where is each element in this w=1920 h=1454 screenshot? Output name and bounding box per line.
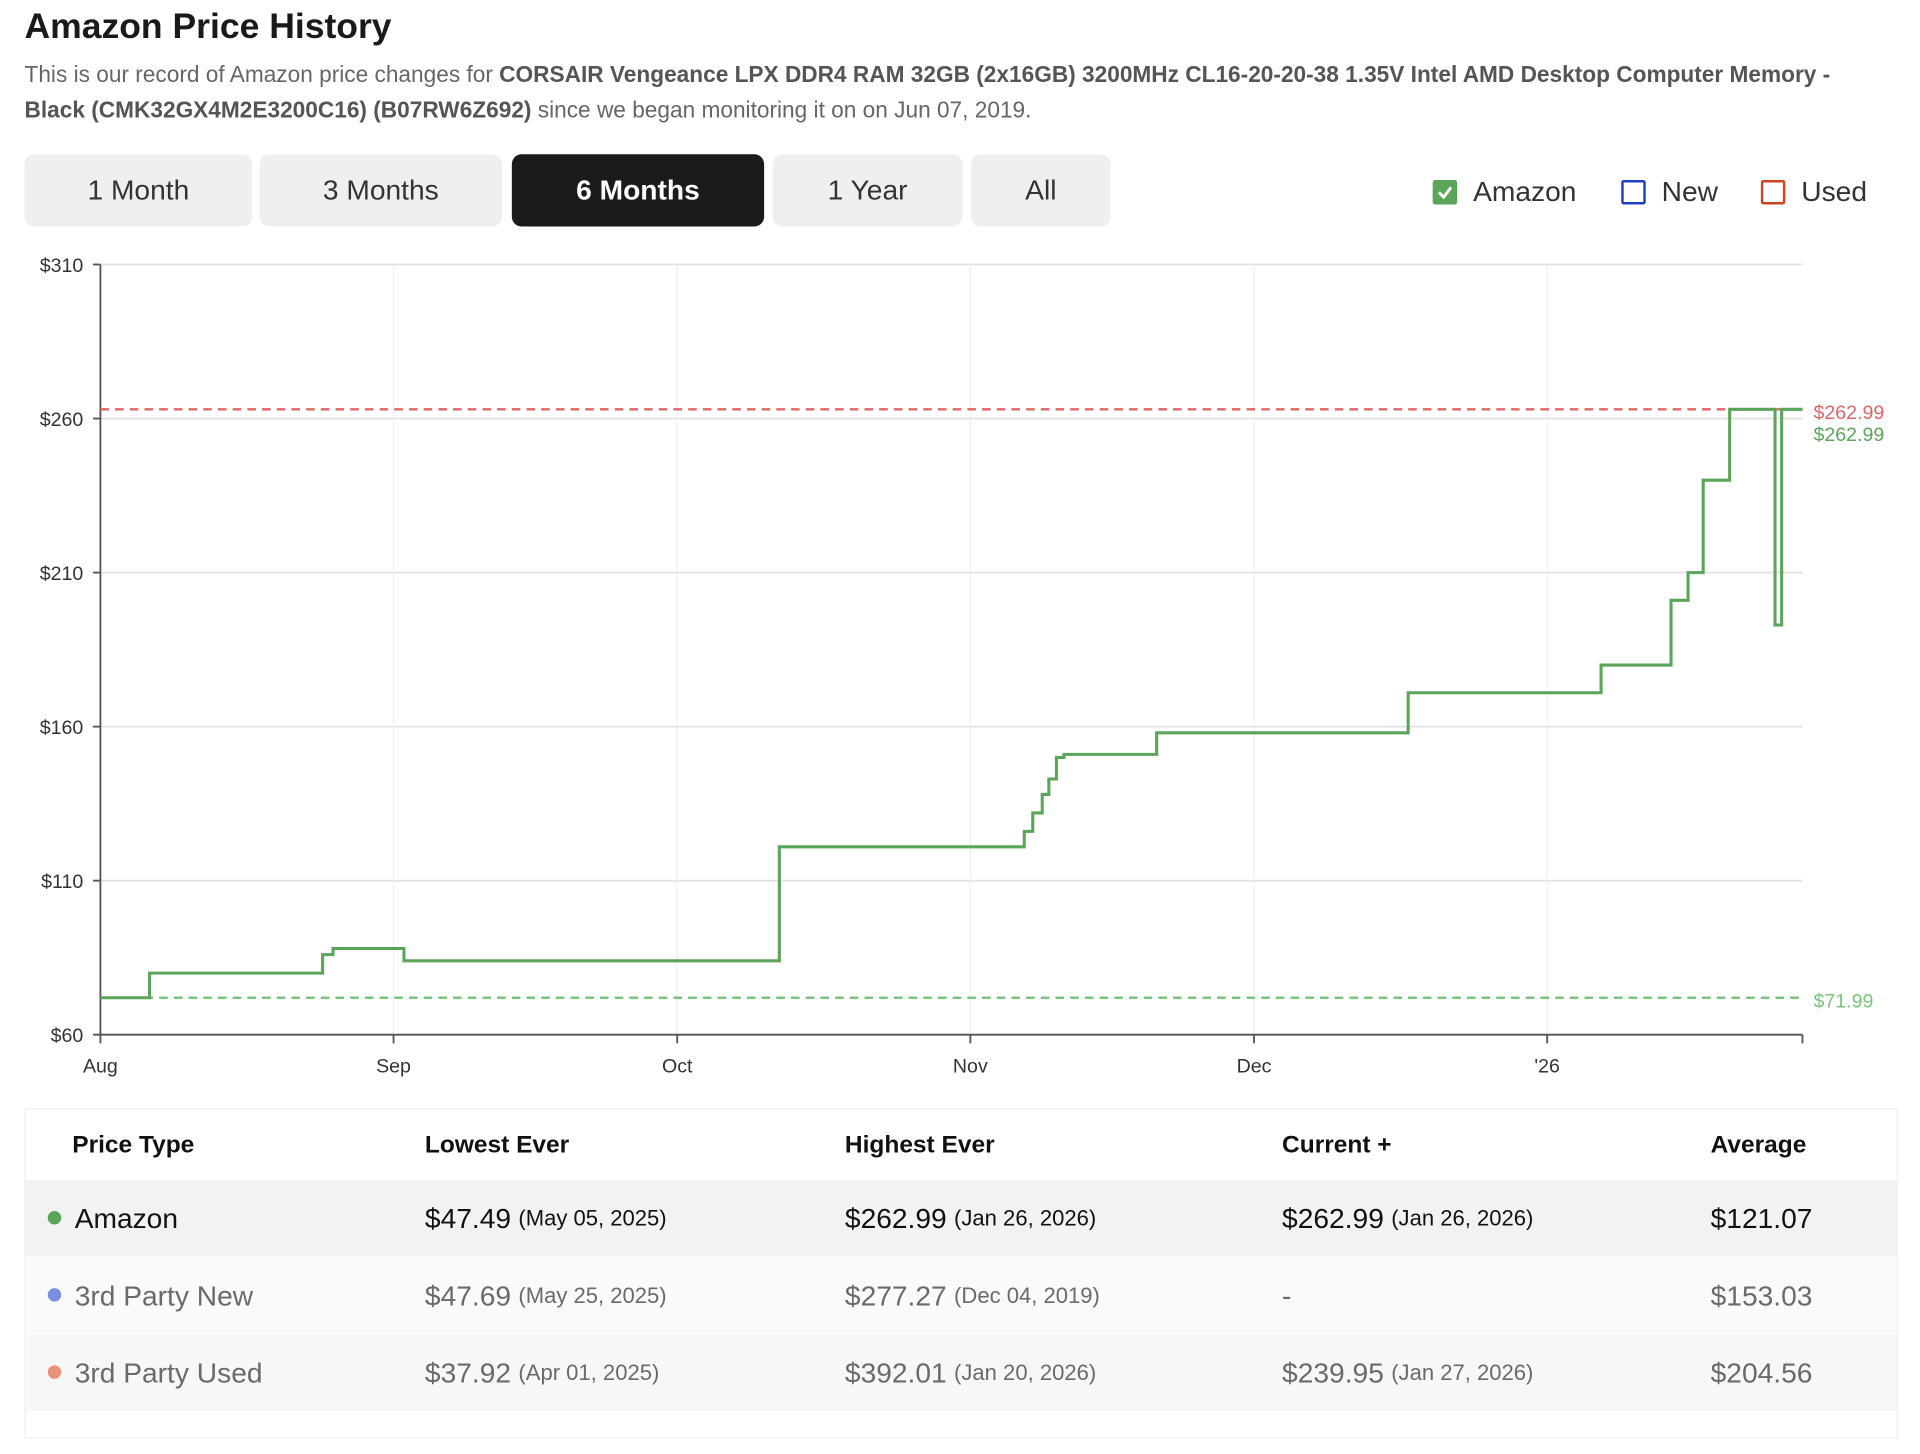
column-header: Lowest Ever [424, 1130, 570, 1158]
legend-item[interactable]: Amazon [1432, 175, 1577, 208]
checkbox[interactable] [1432, 179, 1458, 204]
range-tab[interactable]: 6 Months [511, 154, 765, 227]
range-tab[interactable]: 3 Months [259, 154, 503, 227]
description-text: since we began monitoring it on on Jun 0… [531, 96, 1032, 123]
x-tick-label: '26 [1534, 1056, 1560, 1078]
date: (Jan 20, 2026) [954, 1359, 1097, 1385]
legend-item[interactable]: Used [1760, 175, 1867, 208]
checkbox[interactable] [1621, 179, 1646, 204]
y-tick-label: $260 [40, 409, 84, 431]
chart: $60 $110 $160 $210 $260 $310 Aug Sep Oct Nov Dec '2… [40, 255, 1885, 1078]
table-row: 3rd Party Used $37.92 (Apr 01, 2025) $392.0… [25, 1334, 1897, 1411]
price: $153.03 [1710, 1278, 1813, 1311]
current-price-label: $262.99 [1813, 424, 1884, 446]
table-cell: $204.56 [1711, 1335, 1813, 1411]
table-header: Price Type Lowest Ever Highest Ever Current… [26, 1109, 1897, 1180]
price: $204.56 [1710, 1356, 1813, 1388]
y-tick-label: $310 [40, 255, 84, 277]
table-cell: $392.01 (Jan 20, 2026) [845, 1335, 1096, 1411]
series-dot [47, 1288, 62, 1302]
x-tick-label: Oct [662, 1056, 693, 1078]
table-cell: $262.99 (Jan 26, 2026) [1282, 1180, 1533, 1256]
table-cell: $121.07 [1711, 1180, 1813, 1256]
price: $277.27 [844, 1278, 947, 1311]
legend-label: Used [1801, 175, 1867, 207]
table-cell: - [1282, 1258, 1291, 1334]
table-cell: $37.92 (Apr 01, 2025) [425, 1335, 659, 1411]
price: $47.49 [424, 1201, 512, 1234]
price: $262.99 [1282, 1201, 1384, 1234]
x-tick-label: Aug [83, 1056, 118, 1078]
date: (Jan 27, 2026) [1391, 1359, 1534, 1385]
price-table: Price Type Lowest Ever Highest Ever Current… [24, 1108, 1898, 1439]
x-tick-label: Nov [953, 1056, 988, 1078]
price: - [1282, 1278, 1292, 1311]
date: (Apr 01, 2025) [518, 1359, 660, 1385]
reference-label: $262.99 [1813, 402, 1884, 424]
date: (May 05, 2025) [518, 1205, 667, 1231]
range-tab[interactable]: 1 Month [24, 154, 253, 227]
x-tick-label: Dec [1237, 1056, 1272, 1078]
checkbox[interactable] [1760, 179, 1786, 204]
table-cell: $262.99 (Jan 26, 2026) [845, 1180, 1096, 1256]
table-cell: $277.27 (Dec 04, 2019) [845, 1258, 1100, 1334]
column-header: Average [1710, 1130, 1807, 1158]
x-tick-label: Sep [376, 1056, 411, 1078]
date: (May 25, 2025) [518, 1282, 667, 1308]
table-cell: $153.03 [1711, 1258, 1813, 1334]
price: $239.95 [1282, 1356, 1384, 1388]
y-tick-label: $210 [40, 563, 84, 585]
table-cell: $239.95 (Jan 27, 2026) [1282, 1335, 1533, 1411]
price: $37.92 [424, 1356, 512, 1388]
series-dot [47, 1365, 62, 1379]
price-type: Amazon [74, 1201, 179, 1234]
price: $262.99 [844, 1201, 947, 1234]
table-row: Amazon $47.49 (May 05, 2025) $262.99 (Jan 26… [25, 1180, 1897, 1257]
range-tab[interactable]: All [971, 154, 1111, 227]
y-tick-label: $160 [40, 717, 84, 739]
date: (Jan 26, 2026) [1391, 1205, 1534, 1231]
price: $121.07 [1710, 1201, 1813, 1234]
column-header: Price Type [72, 1130, 195, 1158]
range-tab[interactable]: 1 Year [772, 154, 963, 227]
table-row: 3rd Party New $47.69 (May 25, 2025) $277.27… [25, 1257, 1897, 1334]
date: (Dec 04, 2019) [954, 1282, 1100, 1308]
legend-label: Amazon [1473, 175, 1577, 207]
legend-item[interactable]: New [1621, 175, 1718, 208]
description: This is our record of Amazon price chang… [24, 56, 1836, 127]
description-text: This is our record of Amazon price chang… [24, 61, 500, 87]
y-tick-label: $110 [41, 871, 83, 893]
price: $392.01 [844, 1356, 947, 1388]
title: Amazon Price History [24, 7, 392, 47]
y-tick-label: $60 [51, 1025, 84, 1047]
price-type: 3rd Party New [74, 1278, 254, 1311]
plot-background [100, 264, 1803, 1035]
reference-label: $71.99 [1813, 991, 1873, 1013]
column-header: Highest Ever [844, 1130, 995, 1158]
price-line [100, 407, 1803, 1000]
price: $47.69 [424, 1278, 512, 1311]
table-cell: $47.69 (May 25, 2025) [425, 1258, 667, 1334]
product-name: CORSAIR Vengeance LPX DDR4 RAM 32GB (2x1… [24, 61, 1831, 123]
series-dot [47, 1211, 62, 1225]
date: (Jan 26, 2026) [954, 1205, 1097, 1231]
table-cell: $47.49 (May 05, 2025) [425, 1180, 667, 1256]
price-type: 3rd Party Used [74, 1356, 263, 1388]
legend-label: New [1661, 175, 1718, 207]
column-header: Current + [1282, 1130, 1392, 1158]
check-icon [1437, 185, 1453, 199]
